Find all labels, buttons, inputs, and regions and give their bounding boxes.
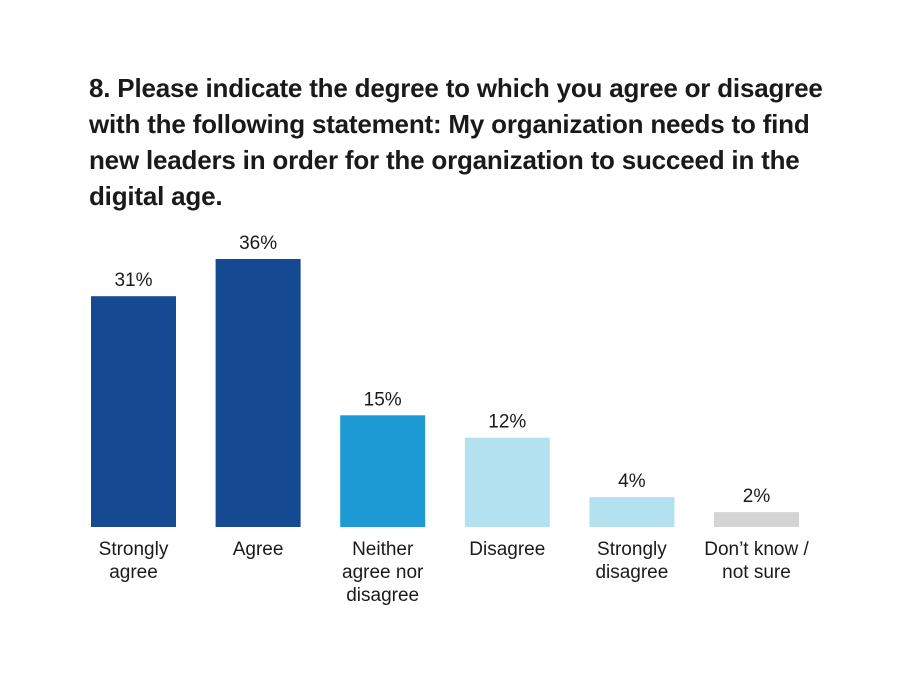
chart-title: 8. Please indicate the degree to which y… [89,73,823,211]
bar-0 [91,296,176,527]
category-label-1: Agree [232,539,284,560]
bar-5 [714,512,799,527]
value-label-1: 36% [239,233,277,254]
category-label-2: Neither agree nor disagree [342,539,424,606]
bar-2 [340,415,426,527]
category-label-5: Don’t know / not sure [704,539,809,583]
value-label-2: 15% [364,389,402,410]
bar-4 [589,497,675,527]
value-label-4: 4% [618,471,646,492]
bar-3 [464,437,550,527]
category-label-3: Disagree [469,539,546,560]
category-label-0: Strongly agree [98,539,169,583]
bar-1 [215,259,301,527]
value-label-0: 31% [114,270,152,291]
category-label-4: Strongly disagree [595,539,669,583]
value-label-3: 12% [488,412,526,433]
value-label-5: 2% [743,486,771,507]
